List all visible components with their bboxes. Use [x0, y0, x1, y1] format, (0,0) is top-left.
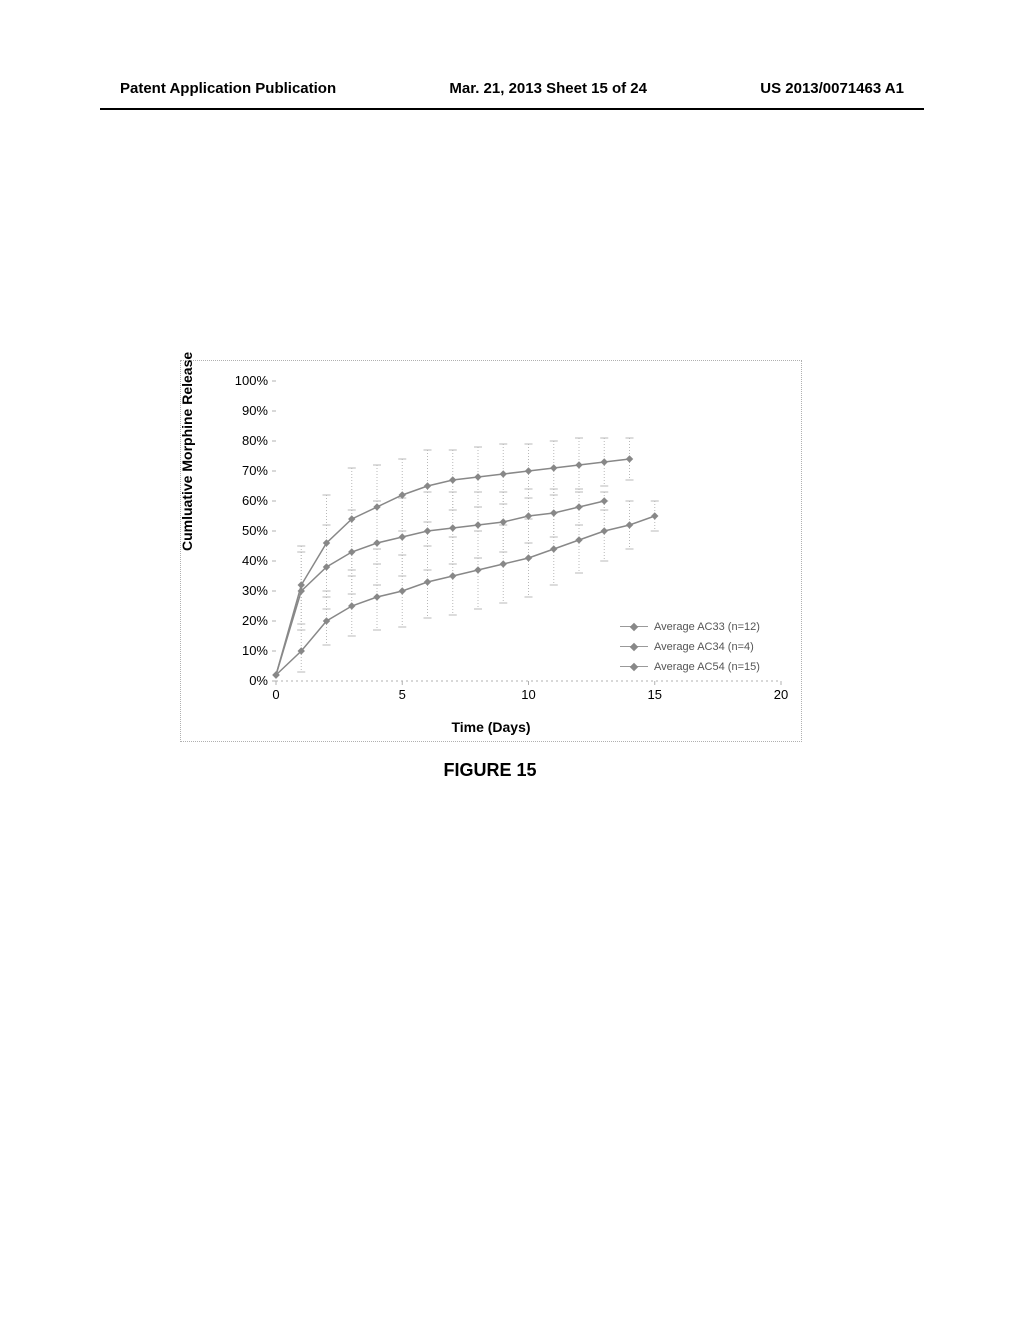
- legend-row: Average AC54 (n=15): [620, 661, 785, 673]
- figure-15: Cumluative Morphine Release Time (Days) …: [180, 360, 800, 781]
- legend-marker-icon: [620, 622, 648, 632]
- x-tick-label: 10: [509, 687, 549, 702]
- x-tick-label: 0: [256, 687, 296, 702]
- header-right: US 2013/0071463 A1: [760, 80, 904, 97]
- legend-label: Average AC34 (n=4): [654, 641, 754, 653]
- header-left: Patent Application Publication: [120, 80, 336, 97]
- chart-legend: Average AC33 (n=12) Average AC34 (n=4) A…: [620, 613, 785, 681]
- header-mid: Mar. 21, 2013 Sheet 15 of 24: [449, 80, 647, 97]
- y-tick-label: 80%: [228, 433, 268, 448]
- x-tick-label: 5: [382, 687, 422, 702]
- figure-caption: FIGURE 15: [180, 760, 800, 781]
- legend-marker-icon: [620, 662, 648, 672]
- y-tick-label: 90%: [228, 403, 268, 418]
- y-tick-label: 70%: [228, 463, 268, 478]
- y-tick-label: 60%: [228, 493, 268, 508]
- page: Patent Application Publication Mar. 21, …: [0, 0, 1024, 1320]
- header-rule: [100, 108, 924, 110]
- x-tick-label: 20: [761, 687, 801, 702]
- legend-label: Average AC54 (n=15): [654, 661, 760, 673]
- legend-label: Average AC33 (n=12): [654, 621, 760, 633]
- legend-row: Average AC33 (n=12): [620, 621, 785, 633]
- legend-marker-icon: [620, 642, 648, 652]
- y-tick-label: 0%: [228, 673, 268, 688]
- x-tick-label: 15: [635, 687, 675, 702]
- y-tick-label: 50%: [228, 523, 268, 538]
- chart-container: Cumluative Morphine Release Time (Days) …: [180, 360, 802, 742]
- y-tick-label: 100%: [228, 373, 268, 388]
- y-tick-label: 10%: [228, 643, 268, 658]
- y-tick-label: 20%: [228, 613, 268, 628]
- legend-row: Average AC34 (n=4): [620, 641, 785, 653]
- y-tick-label: 30%: [228, 583, 268, 598]
- page-header: Patent Application Publication Mar. 21, …: [120, 80, 904, 97]
- y-tick-label: 40%: [228, 553, 268, 568]
- chart-svg: [181, 361, 801, 741]
